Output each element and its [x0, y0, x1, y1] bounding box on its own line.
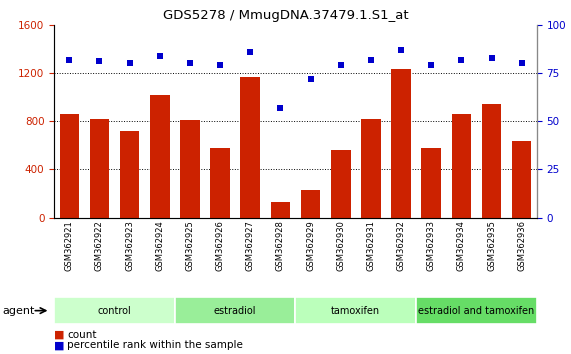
- Bar: [512, 141, 532, 218]
- Point: [396, 47, 405, 53]
- Point: [125, 61, 134, 66]
- Point: [336, 62, 345, 68]
- Bar: [180, 120, 200, 218]
- Point: [457, 57, 466, 62]
- Bar: [59, 114, 79, 218]
- Text: estradiol: estradiol: [214, 306, 256, 316]
- Point: [215, 62, 224, 68]
- Bar: [240, 76, 260, 218]
- Bar: [416, 297, 537, 324]
- Point: [517, 61, 526, 66]
- Point: [65, 57, 74, 62]
- Bar: [331, 150, 351, 218]
- Bar: [301, 190, 320, 218]
- Text: tamoxifen: tamoxifen: [331, 306, 380, 316]
- Point: [487, 55, 496, 61]
- Bar: [54, 297, 175, 324]
- Text: ■: ■: [54, 330, 65, 339]
- Bar: [120, 131, 139, 218]
- Text: agent: agent: [3, 306, 35, 316]
- Bar: [175, 297, 296, 324]
- Text: estradiol and tamoxifen: estradiol and tamoxifen: [419, 306, 534, 316]
- Text: control: control: [98, 306, 131, 316]
- Text: percentile rank within the sample: percentile rank within the sample: [67, 340, 243, 350]
- Bar: [391, 69, 411, 218]
- Point: [276, 105, 285, 110]
- Text: GDS5278 / MmugDNA.37479.1.S1_at: GDS5278 / MmugDNA.37479.1.S1_at: [163, 9, 408, 22]
- Point: [186, 61, 195, 66]
- Bar: [210, 148, 230, 218]
- Text: count: count: [67, 330, 97, 339]
- Point: [306, 76, 315, 82]
- Point: [95, 59, 104, 64]
- Bar: [482, 104, 501, 218]
- Bar: [421, 148, 441, 218]
- Bar: [361, 119, 381, 218]
- Point: [367, 57, 376, 62]
- Point: [155, 53, 164, 58]
- Bar: [150, 95, 170, 218]
- Bar: [452, 114, 471, 218]
- Text: ■: ■: [54, 340, 65, 350]
- Bar: [271, 202, 290, 218]
- Bar: [296, 297, 416, 324]
- Point: [246, 49, 255, 55]
- Bar: [90, 119, 109, 218]
- Point: [427, 62, 436, 68]
